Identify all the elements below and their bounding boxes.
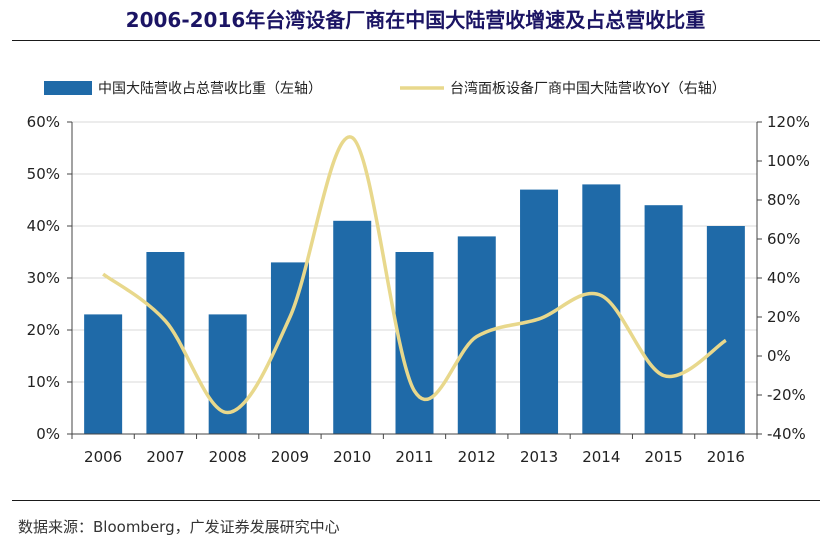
x-tick-label: 2014	[582, 448, 620, 466]
y-left-tick-label: 30%	[27, 269, 60, 287]
legend-bar-label: 中国大陆营收占总营收比重（左轴）	[98, 81, 322, 97]
y-left-tick-label: 20%	[27, 321, 60, 339]
axes: 0% 10% 20% 30% 40% 50% 60% -40% -20% 0% 20% 40% 60% 8…	[27, 113, 810, 466]
x-tick-label: 2012	[458, 448, 496, 466]
x-tick-label: 2009	[271, 448, 309, 466]
x-tick-label: 2006	[84, 448, 122, 466]
chart: 0% 10% 20% 30% 40% 50% 60% -40% -20% 0% 20% 40% 60% 8…	[27, 80, 810, 466]
bar-series	[84, 184, 745, 434]
y-right-tick-label: 60%	[767, 230, 800, 248]
x-tick-label: 2015	[644, 448, 682, 466]
chart-title: 2006-2016年台湾设备厂商在中国大陆营收增速及占总营收比重	[125, 8, 706, 32]
bar	[208, 314, 247, 434]
y-right-tick-label: 0%	[767, 347, 791, 365]
bar	[333, 220, 372, 434]
source-note: 数据来源：Bloomberg，广发证券发展研究中心	[18, 518, 340, 536]
y-right-tick-label: 40%	[767, 269, 800, 287]
footer-divider	[12, 500, 820, 501]
bar	[706, 226, 745, 434]
y-right-tick-label: 80%	[767, 191, 800, 209]
bar	[395, 252, 434, 434]
line-path	[102, 135, 727, 415]
x-tick-label: 2010	[333, 448, 371, 466]
y-right-tick-label: 100%	[767, 152, 810, 170]
y-left-tick-label: 40%	[27, 217, 60, 235]
x-tick-label: 2008	[209, 448, 247, 466]
x-tick-label: 2013	[520, 448, 558, 466]
legend-bar-swatch	[44, 81, 92, 95]
bar	[84, 314, 123, 434]
x-tick-label: 2011	[395, 448, 433, 466]
y-right-tick-label: 120%	[767, 113, 810, 131]
title-divider	[12, 40, 820, 41]
y-left-tick-label: 60%	[27, 113, 60, 131]
y-left-tick-label: 50%	[27, 165, 60, 183]
line-series	[102, 135, 727, 415]
x-tick-label: 2016	[707, 448, 745, 466]
y-right-tick-label: -40%	[767, 425, 806, 443]
y-right-tick-label: 20%	[767, 308, 800, 326]
legend: 中国大陆营收占总营收比重（左轴） 台湾面板设备厂商中国大陆营收YoY（右轴）	[44, 80, 726, 97]
y-right-tick-label: -20%	[767, 386, 806, 404]
bar	[644, 205, 683, 434]
y-left-tick-label: 0%	[36, 425, 60, 443]
x-tick-label: 2007	[146, 448, 184, 466]
y-left-tick-label: 10%	[27, 373, 60, 391]
legend-line-label: 台湾面板设备厂商中国大陆营收YoY（右轴）	[450, 80, 726, 97]
